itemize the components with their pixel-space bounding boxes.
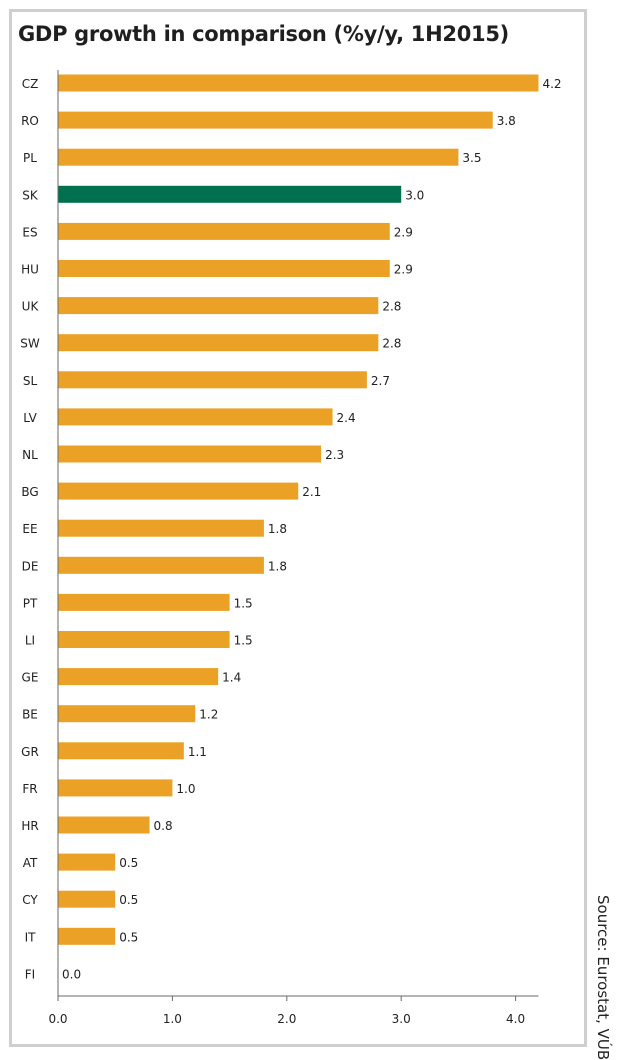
category-label-sl: SL (23, 374, 38, 388)
category-label-es: ES (22, 225, 37, 239)
bar-gr (58, 742, 184, 760)
category-label-fr: FR (22, 782, 37, 796)
value-label-sl: 2.7 (371, 374, 390, 388)
value-label-fi: 0.0 (62, 967, 81, 981)
bar-es (58, 222, 390, 240)
value-label-uk: 2.8 (382, 300, 401, 314)
bar-chart: CZ 4.2 RO 3.8 PL 3.5 SK 3.0 ES 2.9 HU 2.9 UK 2.8 SW 2.8… (20, 70, 562, 1026)
bar-lv (58, 408, 333, 426)
value-label-pt: 1.5 (234, 596, 253, 610)
bar-hu (58, 260, 390, 277)
bar-pt (58, 593, 230, 611)
value-label-nl: 2.3 (325, 448, 344, 462)
value-label-li: 1.5 (234, 634, 253, 648)
value-label-ro: 3.8 (497, 114, 516, 128)
value-label-cz: 4.2 (542, 77, 561, 91)
value-label-fr: 1.0 (176, 782, 195, 796)
bar-sl (58, 371, 367, 389)
category-label-pt: PT (23, 596, 38, 610)
value-label-sk: 3.0 (405, 188, 424, 202)
bar-it (58, 927, 116, 945)
x-tick-label-0: 0.0 (48, 1012, 67, 1026)
bar-de (58, 556, 264, 574)
category-label-ge: GE (22, 671, 39, 685)
source-note: Source: Eurostat, VÚB (594, 895, 612, 1060)
value-label-sw: 2.8 (382, 337, 401, 351)
bar-bg (58, 482, 299, 500)
value-label-de: 1.8 (268, 559, 287, 573)
bar-cz (58, 74, 539, 92)
category-label-de: DE (22, 559, 39, 573)
x-tick-label-1: 1.0 (163, 1012, 182, 1026)
x-tick-label-2: 2.0 (277, 1012, 296, 1026)
category-label-cy: CY (22, 893, 38, 907)
bar-hr (58, 816, 150, 834)
bar-ee (58, 519, 264, 537)
bar-pl (58, 148, 459, 166)
value-label-es: 2.9 (394, 225, 413, 239)
bar-nl (58, 445, 322, 463)
category-label-hr: HR (21, 819, 38, 833)
bar-ro (58, 111, 493, 129)
x-tick-label-3: 3.0 (392, 1012, 411, 1026)
category-label-sk: SK (22, 188, 39, 202)
bar-be (58, 705, 196, 723)
category-label-hu: HU (21, 263, 39, 277)
value-label-hu: 2.9 (394, 263, 413, 277)
source-note-wrap: Source: Eurostat, VÚB (594, 895, 618, 1060)
bar-li (58, 631, 230, 648)
bar-sw (58, 334, 379, 352)
category-label-be: BE (22, 708, 38, 722)
category-label-ro: RO (21, 114, 39, 128)
category-label-uk: UK (22, 300, 40, 314)
chart-title: GDP growth in comparison (%y/y, 1H2015) (18, 22, 509, 46)
value-label-lv: 2.4 (337, 411, 356, 425)
category-label-li: LI (25, 634, 35, 648)
value-label-ee: 1.8 (268, 522, 287, 536)
value-label-it: 0.5 (119, 930, 138, 944)
value-label-cy: 0.5 (119, 893, 138, 907)
bar-at (58, 853, 116, 871)
bar-sk (58, 185, 402, 203)
value-label-bg: 2.1 (302, 485, 321, 499)
category-label-sw: SW (20, 337, 40, 351)
bar-cy (58, 890, 116, 908)
bar-uk (58, 297, 379, 315)
category-label-gr: GR (21, 745, 39, 759)
category-label-pl: PL (23, 151, 37, 165)
bar-fr (58, 779, 173, 797)
x-tick-label-4: 4.0 (506, 1012, 525, 1026)
value-label-pl: 3.5 (462, 151, 481, 165)
category-label-fi: FI (25, 967, 35, 981)
category-label-lv: LV (23, 411, 37, 425)
category-label-ee: EE (22, 522, 37, 536)
value-label-be: 1.2 (199, 708, 218, 722)
value-label-hr: 0.8 (154, 819, 173, 833)
value-label-gr: 1.1 (188, 745, 207, 759)
category-label-at: AT (23, 856, 38, 870)
category-label-cz: CZ (22, 77, 39, 91)
value-label-at: 0.5 (119, 856, 138, 870)
category-label-nl: NL (22, 448, 38, 462)
category-label-bg: BG (21, 485, 38, 499)
bar-ge (58, 668, 219, 686)
category-label-it: IT (25, 930, 37, 944)
value-label-ge: 1.4 (222, 671, 241, 685)
